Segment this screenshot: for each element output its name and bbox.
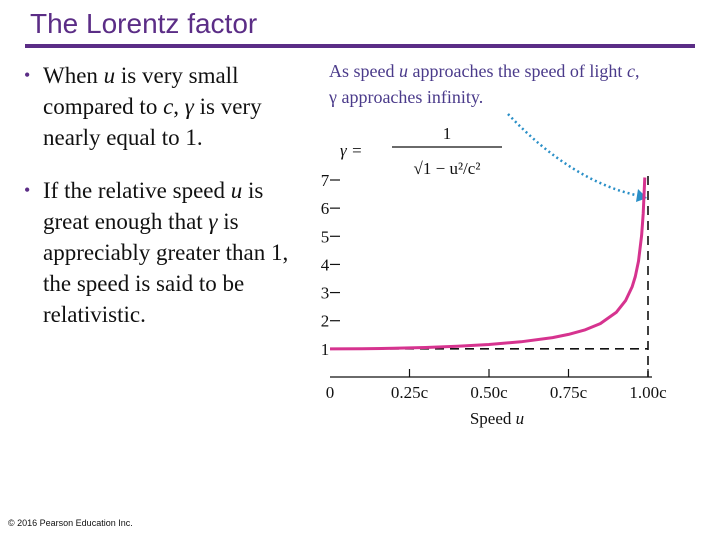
y-tick-label: 2: [321, 312, 330, 331]
y-tick-label: 1: [321, 340, 330, 359]
bullet-item: • When u is very small compared to c, γ …: [22, 60, 312, 153]
annotation-arrow: [507, 113, 641, 198]
formula-lhs: γ =: [340, 141, 362, 160]
lorentz-factor-curve: [329, 177, 647, 351]
x-axis-label: Speed u: [470, 409, 524, 428]
bullet-text: If the relative speed u is great enough …: [43, 178, 289, 327]
formula-denominator: √1 − u²/c²: [414, 159, 481, 178]
bullet-list: • When u is very small compared to c, γ …: [22, 60, 312, 352]
formula-numerator: 1: [443, 124, 452, 143]
y-tick-label: 5: [321, 227, 330, 246]
x-tick-label: 0.50c: [470, 383, 508, 402]
y-tick-label: 4: [321, 255, 330, 274]
bullet-dot-icon: •: [24, 180, 31, 200]
title-divider: [25, 44, 695, 48]
bullet-dot-icon: •: [24, 65, 31, 85]
slide-title: The Lorentz factor: [30, 8, 258, 39]
origin-label: 0: [326, 383, 335, 402]
plot-area: 0.25c 0.50c 0.75c 1.00c 0 1 2 3 4 5 6 7: [321, 171, 667, 402]
x-tick-label: 1.00c: [629, 383, 667, 402]
x-tick-label: 0.75c: [550, 383, 588, 402]
x-tick-label: 0.25c: [391, 383, 429, 402]
annotation-line-1: As speed u approaches the speed of light…: [329, 61, 639, 81]
y-tick-label: 6: [321, 199, 330, 218]
y-tick-label: 7: [321, 171, 330, 190]
y-tick-label: 3: [321, 284, 330, 303]
annotation-line-2: γ approaches infinity.: [328, 87, 483, 107]
bullet-item: • If the relative speed u is great enoug…: [22, 175, 312, 330]
copyright-notice: © 2016 Pearson Education Inc.: [8, 518, 133, 528]
lorentz-factor-chart: As speed u approaches the speed of light…: [321, 61, 667, 428]
bullet-text: When u is very small compared to c, γ is…: [43, 63, 262, 150]
